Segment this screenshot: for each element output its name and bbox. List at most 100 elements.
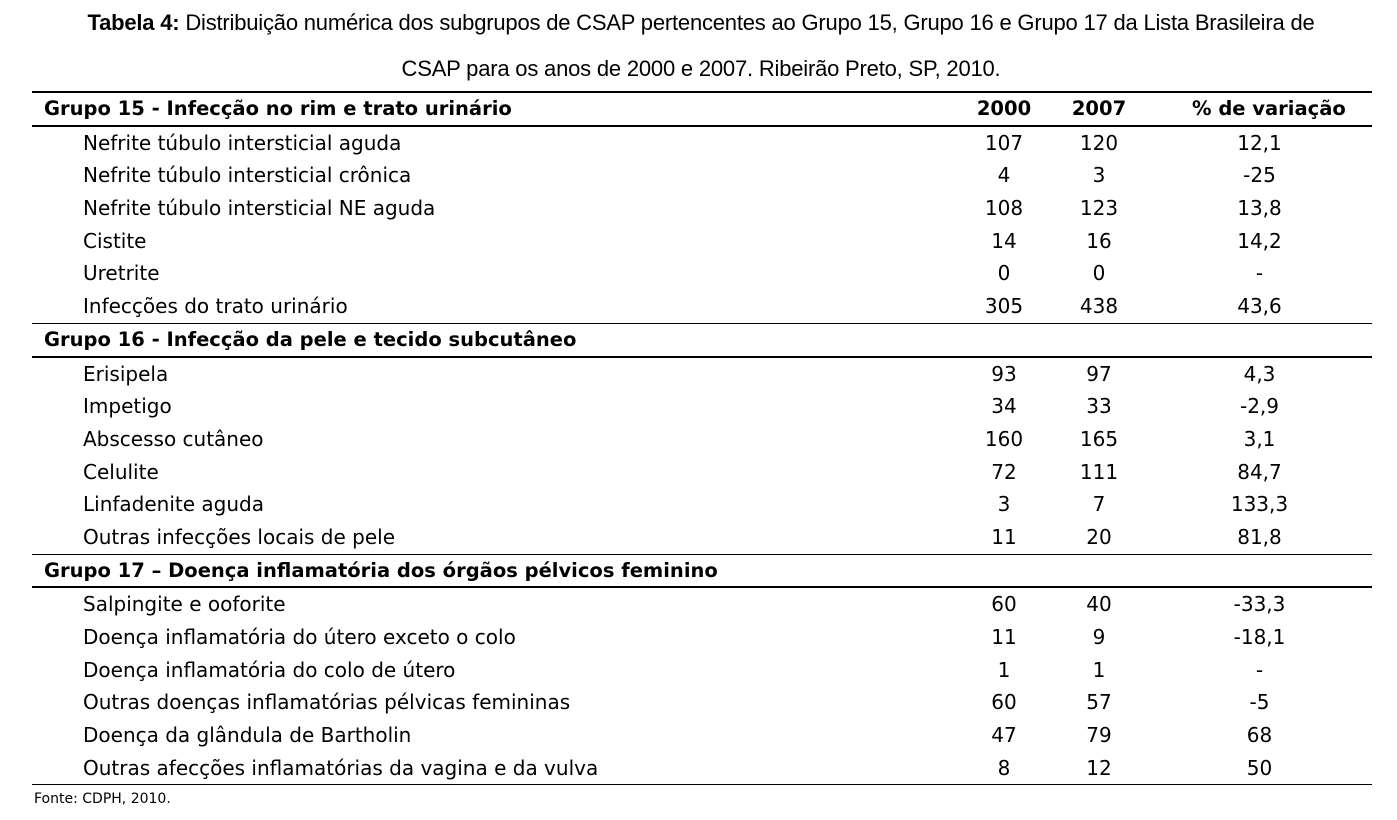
value-2000: 11 — [991, 524, 1017, 549]
table-row: Uretrite 0 0 - — [32, 257, 1372, 290]
value-2007: 33 — [1086, 394, 1112, 419]
value-2000: 93 — [991, 361, 1017, 386]
value-2007: 111 — [1079, 459, 1119, 484]
value-variation: -18,1 — [1233, 625, 1286, 649]
subgroup-name: Outras afecções inflamatórias da vagina … — [83, 755, 599, 780]
caption-label: Tabela 4: — [87, 10, 180, 35]
value-2007: 1 — [1092, 657, 1106, 682]
group-header-15: Grupo 15 - Infecção no rim e trato uriná… — [32, 91, 1372, 127]
value-2000: 11 — [991, 625, 1017, 649]
table-row: Infecções do trato urinário 305 438 43,6 — [32, 290, 1372, 323]
value-2007: 123 — [1079, 196, 1119, 221]
table-row: Doença inflamatória do colo de útero 1 1… — [32, 654, 1372, 687]
subgroup-name: Celulite — [83, 459, 159, 484]
value-variation: -25 — [1243, 163, 1276, 188]
value-2007: 16 — [1086, 228, 1112, 253]
table-row: Abscesso cutâneo 160 165 3,1 — [32, 423, 1372, 456]
table-row: Outras doenças inflamatórias pélvicas fe… — [32, 686, 1372, 719]
value-2007: 40 — [1086, 592, 1112, 617]
value-2007: 7 — [1092, 492, 1106, 517]
subgroup-name: Nefrite túbulo intersticial aguda — [83, 130, 402, 155]
value-2007: 79 — [1086, 723, 1112, 748]
caption-line-1: Tabela 4: Distribuição numérica dos subg… — [30, 0, 1372, 46]
value-2007: 9 — [1092, 625, 1106, 649]
subgroup-name: Salpingite e ooforite — [83, 592, 286, 617]
value-variation: 3,1 — [1243, 426, 1276, 451]
subgroup-name: Abscesso cutâneo — [83, 426, 264, 451]
value-variation: 68 — [1246, 723, 1273, 748]
subgroup-name: Nefrite túbulo intersticial crônica — [83, 163, 412, 188]
caption-line-2: CSAP para os anos de 2000 e 2007. Ribeir… — [401, 56, 1001, 81]
subgroup-name: Uretrite — [83, 261, 160, 286]
caption-text-1: Distribuição numérica dos subgrupos de C… — [179, 10, 1315, 35]
table-row: Outras afecções inflamatórias da vagina … — [32, 752, 1372, 786]
group-header-17: Grupo 17 – Doença inflamatória dos órgão… — [32, 553, 1372, 589]
value-2000: 60 — [991, 592, 1017, 617]
value-2000: 47 — [991, 723, 1017, 748]
table-row: Nefrite túbulo intersticial crônica 4 3 … — [32, 159, 1372, 192]
value-2007: 20 — [1086, 524, 1112, 549]
table-row: Erisipela 93 97 4,3 — [32, 358, 1372, 391]
value-2007: 57 — [1086, 690, 1112, 715]
value-2000: 160 — [984, 426, 1024, 451]
column-header-2007: 2007 — [1071, 97, 1127, 120]
subgroup-name: Linfadenite aguda — [83, 492, 264, 517]
value-2007: 97 — [1086, 361, 1112, 386]
value-variation: 84,7 — [1237, 459, 1282, 484]
value-2000: 108 — [984, 196, 1024, 221]
subgroup-name: Erisipela — [83, 361, 169, 386]
value-2000: 34 — [991, 394, 1017, 419]
source-note: Fonte: CDPH, 2010. — [34, 791, 171, 807]
value-2000: 60 — [991, 690, 1017, 715]
group-title: Grupo 16 - Infecção da pele e tecido sub… — [44, 327, 577, 351]
subgroup-name: Nefrite túbulo intersticial NE aguda — [83, 196, 436, 221]
value-variation: 133,3 — [1230, 492, 1289, 517]
subgroup-name: Impetigo — [83, 394, 172, 419]
table-row: Impetigo 34 33 -2,9 — [32, 390, 1372, 423]
table-caption: Tabela 4: Distribuição numérica dos subg… — [30, 0, 1372, 92]
value-2000: 1 — [997, 657, 1011, 682]
subgroup-name: Doença da glândula de Bartholin — [83, 723, 412, 748]
value-2000: 3 — [997, 492, 1011, 517]
value-2000: 0 — [997, 261, 1011, 286]
value-2007: 438 — [1079, 294, 1119, 319]
value-variation: 43,6 — [1237, 294, 1282, 319]
table-row: Salpingite e ooforite 60 40 -33,3 — [32, 588, 1372, 621]
value-variation: 12,1 — [1237, 130, 1282, 155]
value-variation: -33,3 — [1233, 592, 1286, 617]
value-variation: -2,9 — [1239, 394, 1280, 419]
subgroup-name: Infecções do trato urinário — [83, 294, 348, 319]
table-row: Cistite 14 16 14,2 — [32, 225, 1372, 258]
column-header-variation: % de variação — [1192, 97, 1346, 120]
value-variation: - — [1255, 261, 1264, 286]
table-row: Linfadenite aguda 3 7 133,3 — [32, 488, 1372, 521]
value-variation: 14,2 — [1237, 228, 1282, 253]
value-2007: 120 — [1079, 130, 1119, 155]
value-variation: 4,3 — [1243, 361, 1276, 386]
data-table: Grupo 15 - Infecção no rim e trato uriná… — [32, 91, 1372, 786]
table-row: Doença inflamatória do útero exceto o co… — [32, 621, 1372, 654]
subgroup-name: Cistite — [83, 228, 147, 253]
value-2000: 107 — [984, 130, 1024, 155]
subgroup-name: Outras doenças inflamatórias pélvicas fe… — [83, 690, 571, 715]
value-variation: - — [1255, 657, 1264, 682]
value-variation: 50 — [1246, 755, 1273, 780]
subgroup-name: Outras infecções locais de pele — [83, 524, 396, 549]
value-2000: 8 — [997, 755, 1011, 780]
group-title: Grupo 17 – Doença inflamatória dos órgão… — [44, 558, 718, 582]
value-2000: 72 — [991, 459, 1017, 484]
table-row: Doença da glândula de Bartholin 47 79 68 — [32, 719, 1372, 752]
table-row: Celulite 72 111 84,7 — [32, 456, 1372, 489]
value-2000: 305 — [984, 294, 1024, 319]
group-title: Grupo 15 - Infecção no rim e trato uriná… — [44, 97, 512, 120]
value-2007: 12 — [1086, 755, 1112, 780]
table-row: Outras infecções locais de pele 11 20 81… — [32, 521, 1372, 554]
subgroup-name: Doença inflamatória do útero exceto o co… — [83, 625, 516, 649]
value-2000: 14 — [991, 228, 1017, 253]
subgroup-name: Doença inflamatória do colo de útero — [83, 657, 456, 682]
value-variation: 13,8 — [1237, 196, 1282, 221]
value-variation: -5 — [1249, 690, 1270, 715]
group-header-16: Grupo 16 - Infecção da pele e tecido sub… — [32, 322, 1372, 358]
table-row: Nefrite túbulo intersticial NE aguda 108… — [32, 192, 1372, 225]
value-2007: 0 — [1092, 261, 1106, 286]
